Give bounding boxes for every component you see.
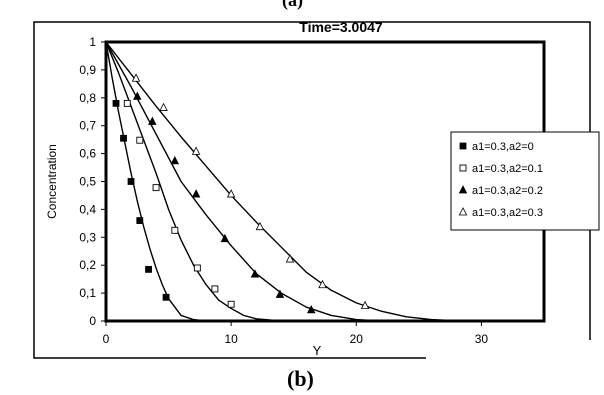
series-3-point	[133, 91, 142, 100]
series-4-point	[226, 189, 236, 198]
series-line-2	[105, 41, 282, 322]
panel-label-top-fragment: (a)	[282, 0, 303, 10]
series-4-point	[318, 279, 327, 289]
series-1-point	[145, 265, 152, 273]
series-2-point	[171, 226, 179, 234]
y-tick-label: 0,1	[79, 286, 96, 300]
series-1-point	[127, 178, 135, 185]
series-2-point	[123, 99, 131, 107]
series-2-point	[193, 264, 201, 272]
series-4-point	[191, 146, 201, 155]
y-axis-label: Concentration	[45, 144, 59, 219]
series-1-point	[112, 99, 120, 107]
legend-label-2: a1=0.3,a2=0.1	[472, 163, 543, 175]
y-tick-label: 1	[89, 35, 96, 49]
series-4-point	[159, 102, 168, 111]
series-4-point	[285, 254, 295, 263]
series-line-1	[105, 41, 207, 322]
legend-marker-1	[459, 142, 467, 150]
series-4-point	[360, 300, 370, 310]
chart-title: Time=3.0047	[299, 19, 383, 35]
y-tick-label: 0,4	[79, 202, 96, 216]
y-tick-label: 0,7	[79, 119, 96, 133]
x-tick-label: 20	[350, 332, 364, 346]
series-2-point	[152, 184, 160, 192]
y-tick-label: 0,6	[79, 147, 96, 161]
series-1-point	[120, 134, 127, 142]
series-line-4	[105, 41, 482, 322]
series-4-point	[255, 221, 265, 231]
series-2-point	[136, 136, 144, 144]
y-tick-label: 0,2	[79, 258, 96, 272]
series-3-point	[306, 304, 316, 314]
legend-marker-4	[458, 207, 468, 216]
x-axis-label: Y	[313, 343, 322, 358]
panel-label: (b)	[287, 366, 314, 391]
chart-frame-mask	[426, 340, 596, 360]
series-1-point	[162, 293, 170, 301]
series-2-point	[211, 285, 219, 293]
series-3-point	[148, 116, 157, 125]
y-tick-label: 0,3	[79, 230, 96, 244]
y-tick-label: 0	[89, 314, 96, 328]
series-3-point	[220, 233, 230, 243]
series-3-point	[250, 269, 260, 278]
series-4-point	[131, 73, 141, 82]
legend-label-3: a1=0.3,a2=0.2	[472, 185, 543, 197]
legend-box	[450, 131, 600, 231]
y-tick-label: 0,9	[79, 63, 96, 77]
legend-marker-3	[458, 185, 468, 194]
legend-label-1: a1=0.3,a2=0	[472, 141, 534, 153]
series-3-point	[170, 155, 180, 165]
y-tick-label: 0,5	[79, 175, 96, 189]
y-tick-label: 0,8	[79, 91, 96, 105]
series-2-point	[227, 300, 235, 308]
series-1-point	[136, 217, 144, 224]
x-tick-label: 0	[103, 332, 110, 346]
legend-label-4: a1=0.3,a2=0.3	[472, 207, 543, 219]
legend-marker-2	[459, 164, 467, 172]
series-line-3	[105, 41, 382, 322]
x-tick-label: 10	[224, 332, 238, 346]
series-3-point	[275, 289, 285, 298]
x-tick-label: 30	[475, 332, 489, 346]
series-3-point	[191, 189, 201, 198]
